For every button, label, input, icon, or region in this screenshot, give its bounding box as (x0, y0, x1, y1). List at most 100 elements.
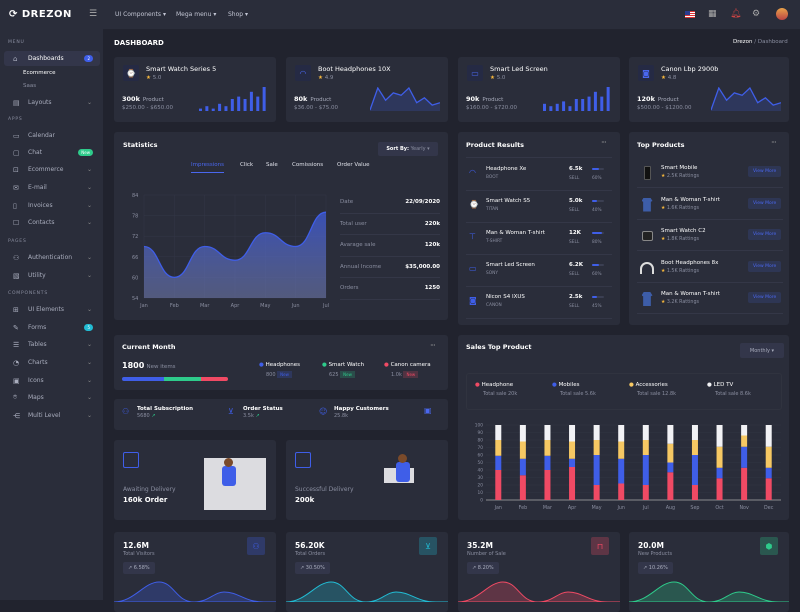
sidebar-item-dashboards[interactable]: ⌂ Dashboards 2 (4, 51, 100, 66)
view-more-button[interactable]: View More (748, 260, 782, 272)
trend-up-icon: ↗ (643, 565, 648, 571)
spark-bar (600, 96, 604, 111)
more-options-icon[interactable]: ··· (601, 138, 607, 147)
bell-icon[interactable]: 🔔︎ (730, 9, 742, 19)
rating: ★ 5.0 (490, 75, 506, 81)
bar-segment-accessories (765, 446, 772, 468)
bag-icon (123, 452, 139, 468)
sidebar-item-label: UI Elements (28, 306, 65, 313)
tab-comissions[interactable]: Comissions (292, 162, 324, 168)
more-options-icon[interactable]: ··· (430, 341, 436, 350)
sidebar-item-tables[interactable]: ☰ Tables ⌄ (4, 337, 100, 352)
x-tick-label: Nov (739, 505, 749, 511)
chat-icon: ▢ (13, 148, 20, 157)
user-icon[interactable]: ⚇ (247, 537, 265, 555)
apps-grid-icon[interactable]: ▦ (708, 9, 717, 19)
spark-bar (205, 106, 209, 111)
cube-icon[interactable]: ⬢ (760, 537, 778, 555)
sidebar-item-label: Multi Level (28, 412, 61, 419)
sidebar-item-maps[interactable]: ⌾ Maps ⌄ (4, 390, 100, 405)
sidebar-sub-saas[interactable]: Saas (23, 83, 37, 89)
chevron-down-icon: ⌄ (86, 184, 92, 191)
bar-segment-accessories (691, 440, 698, 455)
period-dropdown[interactable]: Monthly ▾ (740, 343, 784, 358)
sidebar-item-ui-elements[interactable]: ⊞ UI Elements ⌄ (4, 302, 100, 317)
home-icon: ⌂ (13, 54, 18, 63)
sidebar-sub-ecommerce[interactable]: Ecommerce (23, 70, 56, 76)
monitor-icon: ▭ (469, 264, 477, 273)
tab-order-value[interactable]: Order Value (337, 162, 370, 168)
flag-icon[interactable] (685, 11, 695, 18)
menu-mega-menu[interactable]: Mega menu ▾ (176, 11, 217, 18)
product-card[interactable]: ◙ Canon Lbp 2900b ★ 4.8 120k Product $500… (629, 57, 789, 122)
kpi-label: Total Orders (295, 551, 326, 557)
product-qty: 90k Product (466, 95, 504, 103)
product-result-row[interactable]: ⌚ Smart Watch S5 TITAN 5.0k SELL 40% (466, 191, 612, 223)
avatar[interactable] (776, 8, 788, 20)
bar-segment-led-tv (667, 425, 674, 444)
sidebar-item-ecommerce[interactable]: ⊡ Ecommerce ⌄ (4, 162, 100, 177)
tab-sale[interactable]: Sale (266, 162, 278, 168)
sidebar-item-contacts[interactable]: ☐ Contacts ⌄ (4, 215, 100, 230)
bag-icon[interactable]: ⊓ (591, 537, 609, 555)
sidebar-item-layouts[interactable]: ▤ Layouts ⌄ (4, 95, 100, 110)
brand: BOOT (486, 175, 499, 180)
product-result-row[interactable]: ◙ Nicon S4 IXUS CANON 2.5k SELL 45% (466, 287, 612, 319)
archive-icon[interactable]: ▣ (424, 406, 432, 415)
bar-segment-accessories (741, 435, 748, 447)
tab-click[interactable]: Click (240, 162, 254, 168)
cart-icon[interactable]: ⊻ (419, 537, 437, 555)
sort-dropdown[interactable]: Sort By: Yearly ▾ (378, 142, 438, 156)
sidebar-item-utility[interactable]: ▧ Utility ⌄ (4, 268, 100, 283)
sell-label: SELL (569, 208, 580, 213)
sidebar-item-forms[interactable]: ✎ Forms 5 (4, 320, 100, 335)
spark-bar (243, 99, 247, 111)
stat-row: Total user 220k (340, 214, 440, 235)
sparkline-chart (711, 87, 781, 111)
product-result-row[interactable]: ⊤ Man & Woman T-shirt T-SHIRT 12K SELL 8… (466, 223, 612, 255)
view-more-button[interactable]: View More (748, 197, 782, 209)
more-options-icon[interactable]: ··· (771, 138, 777, 147)
bar-segment-mobiles (716, 467, 723, 479)
stat-row: Date 22/09/2020 (340, 192, 440, 214)
menu-ui-components[interactable]: UI Components ▾ (115, 11, 166, 18)
sidebar-item-icons[interactable]: ▣ Icons ⌄ (4, 373, 100, 388)
sidebar-item-chat[interactable]: ▢ Chat New (4, 145, 100, 160)
x-tick-label: Feb (170, 303, 179, 309)
product-result-row[interactable]: ◠ Headphone Xe BOOT 6.5k SELL 60% (466, 159, 612, 191)
menu-shop[interactable]: Shop ▾ (228, 11, 249, 18)
sidebar-item-label: Chat (28, 149, 43, 156)
card-title: Top Products (637, 141, 685, 149)
menu-toggle-icon[interactable]: ☰ (89, 9, 98, 19)
sidebar-item-invoices[interactable]: ▯ Invoices ⌄ (4, 198, 100, 213)
breadcrumb-home[interactable]: Drezon (733, 39, 753, 45)
y-tick-label: 70 (478, 445, 484, 451)
price-range: $250.00 - $650.00 (122, 105, 173, 111)
user-icon: ⚇ (13, 253, 20, 262)
sell-label: SELL (569, 304, 580, 309)
view-more-button[interactable]: View More (748, 166, 782, 177)
product-result-row[interactable]: ▭ Smart Led Screen SONY 6.2K SELL 60% (466, 255, 612, 287)
progress-bar (592, 200, 604, 202)
sidebar-item-charts[interactable]: ◔ Charts ⌄ (4, 355, 100, 370)
bar-segment-accessories (593, 440, 600, 455)
headphones-icon: ◠ (295, 65, 311, 81)
view-more-button[interactable]: View More (748, 229, 782, 240)
sidebar-item-authentication[interactable]: ⚇ Authentication ⌄ (4, 250, 100, 265)
view-more-button[interactable]: View More (748, 292, 782, 303)
x-tick-label: Aug (666, 505, 675, 511)
sidebar-item-e-mail[interactable]: ✉ E-mail ⌄ (4, 180, 100, 195)
percent: 60% (592, 272, 602, 277)
product-card[interactable]: ◠ Boot Headphones 10X ★ 4.9 80k Product $… (286, 57, 448, 122)
sidebar-item-multi-level[interactable]: ⋲ Multi Level ⌄ (4, 408, 100, 423)
section-menu: MENU (8, 40, 25, 45)
logo[interactable]: ⟳ DREZON (9, 9, 72, 20)
tab-impressions[interactable]: Impressions (191, 162, 224, 173)
product-card[interactable]: ⌚ Smart Watch Series 5 ★ 5.0 300k Product… (114, 57, 276, 122)
sidebar-item-label: Layouts (28, 99, 52, 106)
sidebar-item-calendar[interactable]: ▭ Calendar (4, 128, 100, 143)
trend-up-icon: ↗ (300, 565, 305, 571)
gear-icon[interactable]: ⚙ (752, 9, 761, 19)
product-card[interactable]: ▭ Smart Led Screen ★ 5.0 90k Product $160… (458, 57, 620, 122)
x-tick-label: Mar (200, 303, 210, 309)
